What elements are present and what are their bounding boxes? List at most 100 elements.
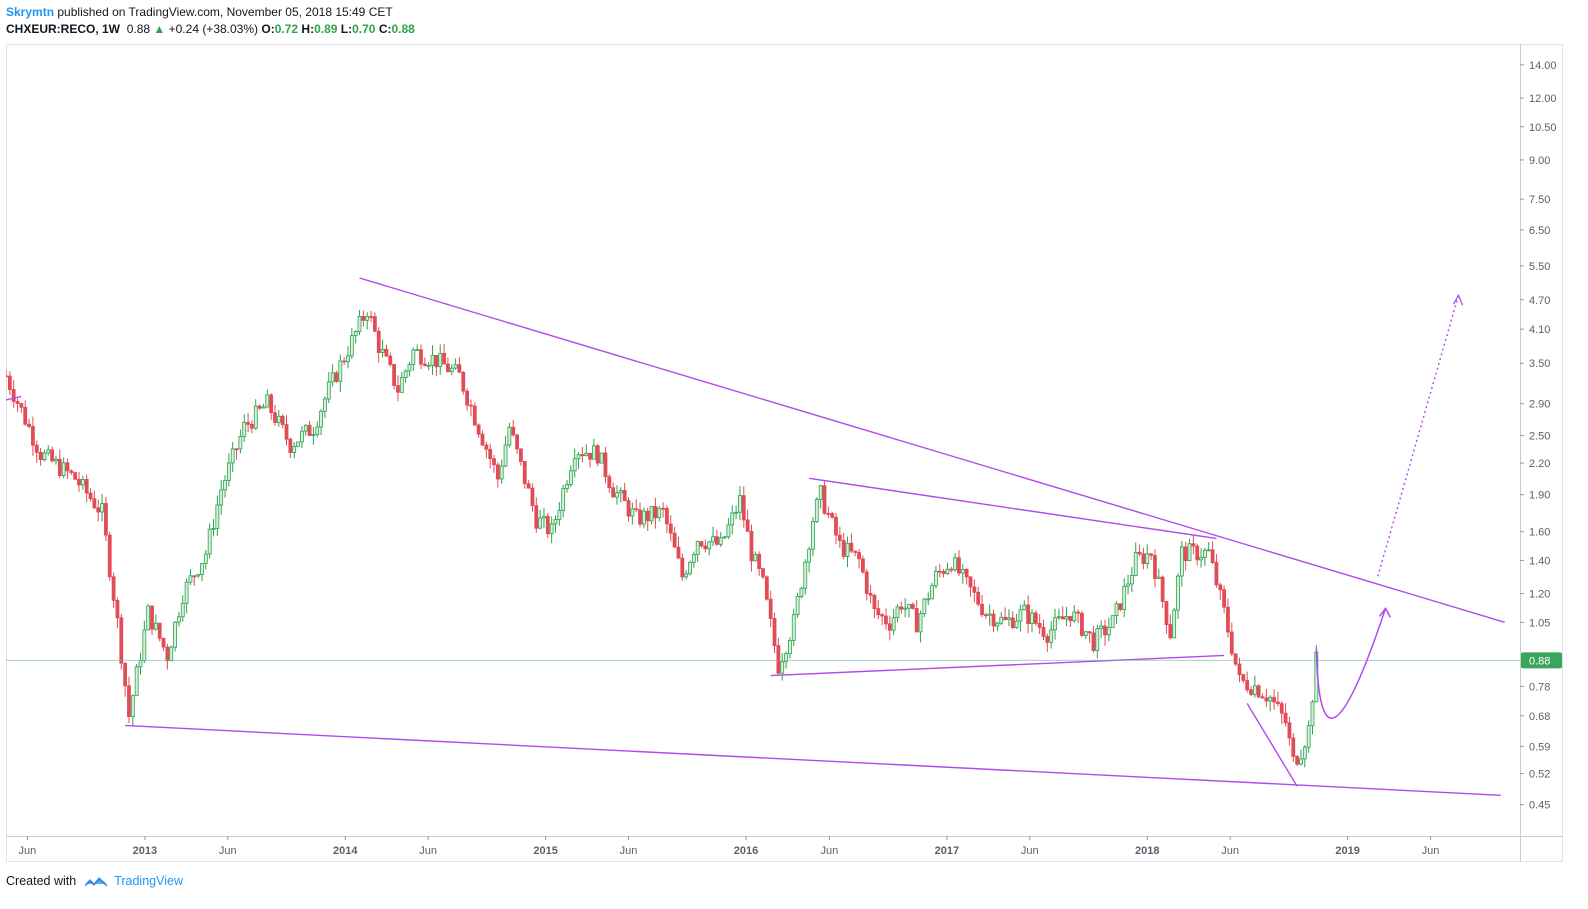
candle-body <box>822 485 827 514</box>
candle-body <box>634 508 639 511</box>
high-value: 0.89 <box>314 22 338 36</box>
candle-body <box>315 426 320 435</box>
candle-body <box>1187 543 1192 562</box>
candle-body <box>1099 625 1104 630</box>
candle-body <box>372 316 377 332</box>
chart-area[interactable]: 14.00 12.00 10.50 9.00 7.50 6.50 5.50 4.70 4.10 3… <box>4 44 1563 862</box>
time-tick-label: 2016 <box>734 845 758 857</box>
candle-body <box>1037 622 1042 628</box>
candle-body <box>684 573 689 578</box>
candle-body <box>1195 545 1200 561</box>
candle-body <box>276 415 281 423</box>
candle-body <box>780 661 785 674</box>
candle-body <box>1249 689 1253 695</box>
candle-body <box>1041 627 1046 637</box>
candle-body <box>242 421 247 437</box>
author-link[interactable]: Skrymtn <box>6 5 55 19</box>
candle-body <box>949 568 954 571</box>
candle-body <box>1049 629 1054 643</box>
time-axis[interactable]: Jun 2013 Jun 2014 Jun 2015 Jun 2016 Jun 2017 Jun 20… <box>19 836 1440 857</box>
candle-body <box>1145 553 1150 564</box>
candle-body <box>1118 603 1123 610</box>
candle-body <box>250 423 254 429</box>
candle-body <box>73 472 78 480</box>
created-with-text: Created with <box>6 874 77 888</box>
candle-body <box>1214 562 1219 586</box>
candle-body <box>384 348 389 357</box>
candle-body <box>284 424 289 440</box>
candle-body <box>741 495 746 521</box>
candle-body <box>219 489 224 506</box>
low-label: L: <box>340 22 353 36</box>
price-chart[interactable]: 14.00 12.00 10.50 9.00 7.50 6.50 5.50 4.70 4.10 3… <box>4 44 1563 862</box>
candle-body <box>572 458 577 472</box>
candle-body <box>27 423 31 427</box>
symbol-label[interactable]: CHXEUR:RECO, 1W <box>6 22 121 36</box>
candles-layer <box>4 309 1319 768</box>
candle-body <box>868 593 873 596</box>
candle-body <box>311 434 316 436</box>
candle-body <box>1083 631 1088 636</box>
candle-body <box>296 441 300 447</box>
candle-body <box>841 540 846 557</box>
candle-body <box>134 666 139 697</box>
candle-body <box>903 607 908 610</box>
open-label: O: <box>261 22 275 36</box>
candle-body <box>845 542 850 557</box>
candle-body <box>1276 701 1280 705</box>
candle-body <box>480 433 485 446</box>
candle-body <box>104 503 108 536</box>
price-tick-label: 2.90 <box>1529 399 1550 411</box>
price-tick-label: 1.20 <box>1529 589 1550 601</box>
candle-body <box>730 512 735 526</box>
candle-body <box>488 448 493 460</box>
close-label: C: <box>378 22 392 36</box>
time-tick-label: 2018 <box>1135 845 1159 857</box>
price-tick-label: 2.50 <box>1529 431 1550 443</box>
candle-body <box>1299 758 1303 765</box>
candle-body <box>54 458 58 462</box>
candle-body <box>380 348 385 353</box>
candle-body <box>1018 609 1023 622</box>
chart-border <box>6 44 1563 862</box>
candle-body <box>714 536 719 545</box>
candle-body <box>438 352 443 368</box>
candle-body <box>430 354 435 366</box>
candle-body <box>330 372 335 383</box>
candle-body <box>599 452 604 464</box>
candle-body <box>1064 616 1069 620</box>
time-tick-label: 2019 <box>1335 845 1359 857</box>
price-tick-label: 1.05 <box>1529 617 1550 629</box>
candle-body <box>1272 696 1276 703</box>
candle-body <box>280 415 285 425</box>
time-tick-label: Jun <box>419 845 437 857</box>
candle-body <box>538 517 543 529</box>
price-tick-label: 7.50 <box>1529 194 1550 206</box>
candle-body <box>957 557 961 574</box>
candle-body <box>980 603 984 616</box>
candle-body <box>603 452 608 478</box>
candle-body <box>492 458 496 466</box>
drawings-layer <box>5 277 1520 796</box>
price-tick-label: 9.00 <box>1529 155 1550 167</box>
tradingview-link[interactable]: TradingView <box>114 874 183 888</box>
candle-body <box>1199 557 1203 561</box>
candle-body <box>734 511 739 514</box>
candle-body <box>1268 696 1273 702</box>
candle-body <box>861 558 865 573</box>
candle-body <box>1080 612 1084 636</box>
candle-body <box>1030 612 1034 624</box>
candle-body <box>826 512 831 515</box>
candle-body <box>864 571 869 594</box>
candle-body <box>1122 585 1127 610</box>
candle-body <box>688 562 692 575</box>
candle-body <box>772 618 777 647</box>
candle-body <box>173 621 177 648</box>
candle-body <box>607 476 612 489</box>
candle-body <box>857 552 861 560</box>
candle-body <box>469 404 473 407</box>
candle-body <box>876 608 881 616</box>
candle-body <box>342 360 347 363</box>
candle-body <box>434 354 439 368</box>
price-axis[interactable]: 14.00 12.00 10.50 9.00 7.50 6.50 5.50 4.70 4.10 3… <box>1520 60 1562 812</box>
